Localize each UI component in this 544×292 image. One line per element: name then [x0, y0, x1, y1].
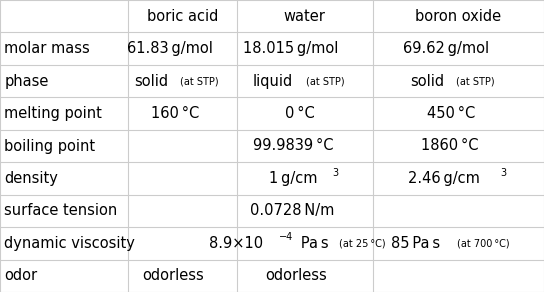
Text: boron oxide: boron oxide: [415, 9, 502, 24]
Text: −4: −4: [279, 232, 293, 242]
Text: 99.9839 °C: 99.9839 °C: [253, 138, 333, 154]
Text: solid: solid: [410, 74, 444, 88]
Text: 450 °C: 450 °C: [427, 106, 475, 121]
Text: (at STP): (at STP): [454, 76, 494, 86]
Text: 3: 3: [332, 168, 338, 178]
Text: odor: odor: [4, 268, 38, 283]
Text: 3: 3: [500, 168, 507, 178]
Text: 1 g/cm: 1 g/cm: [269, 171, 318, 186]
Text: odorless: odorless: [143, 268, 204, 283]
Text: 61.83 g/mol: 61.83 g/mol: [127, 41, 213, 56]
Text: 2.46 g/cm: 2.46 g/cm: [408, 171, 480, 186]
Text: water: water: [284, 9, 325, 24]
Text: molar mass: molar mass: [4, 41, 90, 56]
Text: 18.015 g/mol: 18.015 g/mol: [243, 41, 338, 56]
Text: solid: solid: [134, 74, 168, 88]
Text: boiling point: boiling point: [4, 138, 96, 154]
Text: 0.0728 N/m: 0.0728 N/m: [250, 204, 335, 218]
Text: (at STP): (at STP): [305, 76, 345, 86]
Text: odorless: odorless: [265, 268, 326, 283]
Text: 1860 °C: 1860 °C: [421, 138, 479, 154]
Text: density: density: [4, 171, 58, 186]
Text: melting point: melting point: [4, 106, 102, 121]
Text: boric acid: boric acid: [146, 9, 218, 24]
Text: liquid: liquid: [252, 74, 293, 88]
Text: (at STP): (at STP): [178, 76, 219, 86]
Text: 85 Pa s: 85 Pa s: [391, 236, 441, 251]
Text: 69.62 g/mol: 69.62 g/mol: [403, 41, 489, 56]
Text: dynamic viscosity: dynamic viscosity: [4, 236, 135, 251]
Text: surface tension: surface tension: [4, 204, 118, 218]
Text: 0 °C: 0 °C: [286, 106, 315, 121]
Text: 160 °C: 160 °C: [151, 106, 199, 121]
Text: 8.9×10: 8.9×10: [209, 236, 263, 251]
Text: phase: phase: [4, 74, 49, 88]
Text: (at 700 °C): (at 700 °C): [455, 238, 509, 248]
Text: Pa s: Pa s: [298, 236, 328, 251]
Text: (at 25 °C): (at 25 °C): [337, 238, 386, 248]
